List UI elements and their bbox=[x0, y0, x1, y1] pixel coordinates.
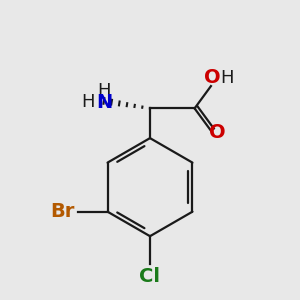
Text: O: O bbox=[204, 68, 221, 87]
Text: H: H bbox=[81, 93, 94, 111]
Text: H: H bbox=[97, 82, 111, 100]
Text: Cl: Cl bbox=[140, 267, 160, 286]
Text: H: H bbox=[220, 69, 234, 87]
Text: O: O bbox=[208, 123, 225, 142]
Text: N: N bbox=[96, 93, 112, 112]
Text: Br: Br bbox=[50, 202, 75, 221]
